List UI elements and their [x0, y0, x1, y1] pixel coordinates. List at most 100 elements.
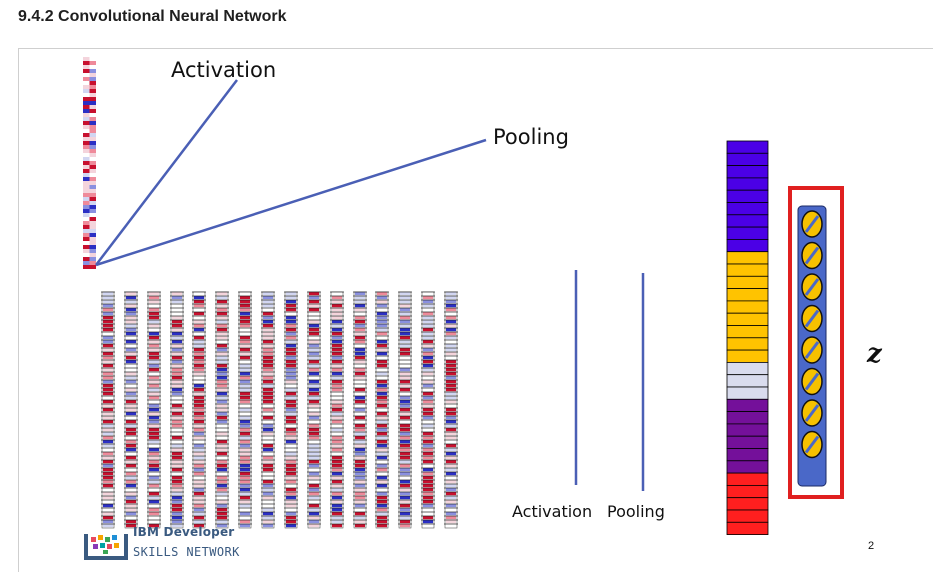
strip-cell: [332, 424, 342, 428]
strip-cell: [377, 480, 387, 484]
strip-cell: [217, 504, 227, 508]
strip-cell: [172, 392, 182, 396]
feature-cell: [89, 245, 96, 249]
purple-band-cell: [726, 226, 769, 240]
strip-cell: [126, 524, 136, 528]
strip-cell: [377, 408, 387, 412]
logo-icon: [84, 534, 128, 560]
strip-cell: [286, 392, 296, 396]
strip-cell: [149, 292, 159, 296]
strip-cell: [240, 416, 250, 420]
strip-cell: [355, 356, 365, 360]
strip-cell: [377, 376, 387, 380]
feature-cell: [83, 217, 90, 221]
strip-cell: [126, 452, 136, 456]
feature-cell: [89, 113, 96, 117]
strip-cell: [355, 476, 365, 480]
strip-cell: [286, 344, 296, 348]
strip-cell: [263, 508, 273, 512]
strip-cell: [309, 492, 319, 496]
strip-cell: [263, 476, 273, 480]
feature-cell: [89, 109, 96, 113]
strip-cell: [332, 452, 342, 456]
activation-pointer-line: [95, 79, 238, 266]
strip-cell: [423, 348, 433, 352]
strip-cell: [332, 300, 342, 304]
strip-cell: [309, 348, 319, 352]
strip-cell: [355, 412, 365, 416]
strip-cell: [126, 292, 136, 296]
feature-cell: [89, 225, 96, 229]
strip-cell: [240, 360, 250, 364]
strip-cell: [103, 344, 113, 348]
strip-cell: [240, 348, 250, 352]
strip-cell: [217, 328, 227, 332]
strip-cell: [172, 304, 182, 308]
strip-cell: [377, 296, 387, 300]
yellow-band-cell: [726, 275, 769, 290]
strip-cell: [400, 352, 410, 356]
strip-cell: [355, 440, 365, 444]
strip-cell: [309, 332, 319, 336]
strip-cell: [149, 432, 159, 436]
strip-cell: [286, 292, 296, 296]
feature-cell: [83, 221, 90, 225]
strip-cell: [423, 504, 433, 508]
strip-cell: [263, 408, 273, 412]
strip-cell: [103, 432, 113, 436]
strip-cell: [149, 436, 159, 440]
strip-cell: [149, 412, 159, 416]
strip-cell: [446, 484, 456, 488]
strip-cell: [240, 404, 250, 408]
strip-cell: [355, 436, 365, 440]
strip-cell: [286, 488, 296, 492]
strip-cell: [446, 504, 456, 508]
strip-cell: [423, 508, 433, 512]
strip-cell: [309, 324, 319, 328]
strip-cell: [400, 400, 410, 404]
strip-cell: [446, 364, 456, 368]
strip-cell: [423, 356, 433, 360]
strip-cell: [149, 524, 159, 528]
strip-cell: [149, 408, 159, 412]
strip-cell: [240, 504, 250, 508]
feature-cell: [89, 73, 96, 77]
strip-cell: [423, 412, 433, 416]
strip-cell: [446, 300, 456, 304]
strip-cell: [149, 448, 159, 452]
strip-cell: [332, 420, 342, 424]
strip-cell: [286, 456, 296, 460]
strip-cell: [332, 312, 342, 316]
violet-band-cell: [726, 448, 769, 462]
strip-cell: [263, 432, 273, 436]
light-band-cell: [726, 374, 769, 388]
feature-cell: [83, 153, 90, 157]
feature-cell: [83, 61, 90, 65]
feature-cell: [89, 205, 96, 209]
feature-cell: [89, 177, 96, 181]
strip-cell: [240, 380, 250, 384]
strip-cell: [263, 392, 273, 396]
strip-cell: [423, 440, 433, 444]
strip-cell: [126, 520, 136, 524]
strip-cell: [400, 516, 410, 520]
feature-cell: [83, 121, 90, 125]
feature-cell: [83, 89, 90, 93]
strip-cell: [149, 476, 159, 480]
strip-cell: [446, 368, 456, 372]
strip-cell: [194, 492, 204, 496]
strip-cell: [263, 292, 273, 296]
strip-cell: [217, 428, 227, 432]
strip-cell: [172, 476, 182, 480]
strip-cell: [286, 440, 296, 444]
strip-cell: [377, 320, 387, 324]
strip-cell: [217, 308, 227, 312]
strip-cell: [194, 524, 204, 528]
feature-cell: [89, 165, 96, 169]
strip-cell: [332, 416, 342, 420]
strip-cell: [377, 496, 387, 500]
strip-cell: [194, 360, 204, 364]
strip-cell: [126, 456, 136, 460]
strip-cell: [332, 504, 342, 508]
strip-cell: [377, 432, 387, 436]
